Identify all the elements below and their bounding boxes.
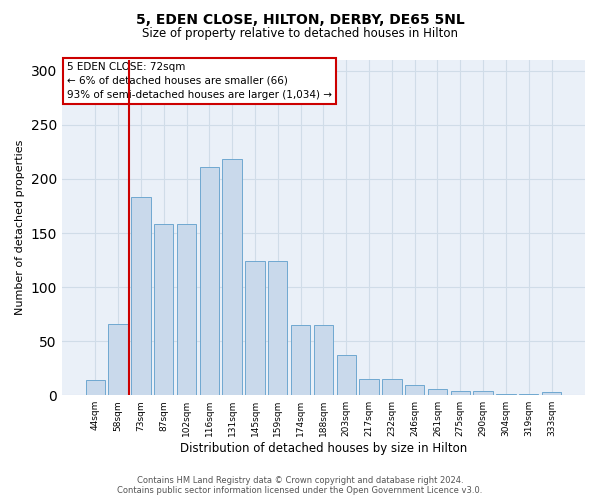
Bar xyxy=(245,261,265,395)
Text: Contains HM Land Registry data © Crown copyright and database right 2024.
Contai: Contains HM Land Registry data © Crown c… xyxy=(118,476,482,495)
Bar xyxy=(337,355,356,395)
Bar xyxy=(291,325,310,395)
Text: 5, EDEN CLOSE, HILTON, DERBY, DE65 5NL: 5, EDEN CLOSE, HILTON, DERBY, DE65 5NL xyxy=(136,12,464,26)
Bar xyxy=(359,379,379,395)
Bar xyxy=(177,224,196,395)
Bar xyxy=(473,391,493,395)
Bar xyxy=(86,380,105,395)
Bar xyxy=(314,325,333,395)
Bar xyxy=(451,391,470,395)
Bar xyxy=(200,167,219,395)
Bar xyxy=(268,261,287,395)
Text: Size of property relative to detached houses in Hilton: Size of property relative to detached ho… xyxy=(142,28,458,40)
Y-axis label: Number of detached properties: Number of detached properties xyxy=(15,140,25,316)
Text: 5 EDEN CLOSE: 72sqm
← 6% of detached houses are smaller (66)
93% of semi-detache: 5 EDEN CLOSE: 72sqm ← 6% of detached hou… xyxy=(67,62,332,100)
Bar xyxy=(519,394,538,395)
Bar xyxy=(405,386,424,395)
X-axis label: Distribution of detached houses by size in Hilton: Distribution of detached houses by size … xyxy=(180,442,467,455)
Bar xyxy=(428,388,447,395)
Bar xyxy=(109,324,128,395)
Bar xyxy=(223,160,242,395)
Bar xyxy=(382,379,401,395)
Bar xyxy=(542,392,561,395)
Bar xyxy=(496,394,515,395)
Bar xyxy=(131,198,151,395)
Bar xyxy=(154,224,173,395)
